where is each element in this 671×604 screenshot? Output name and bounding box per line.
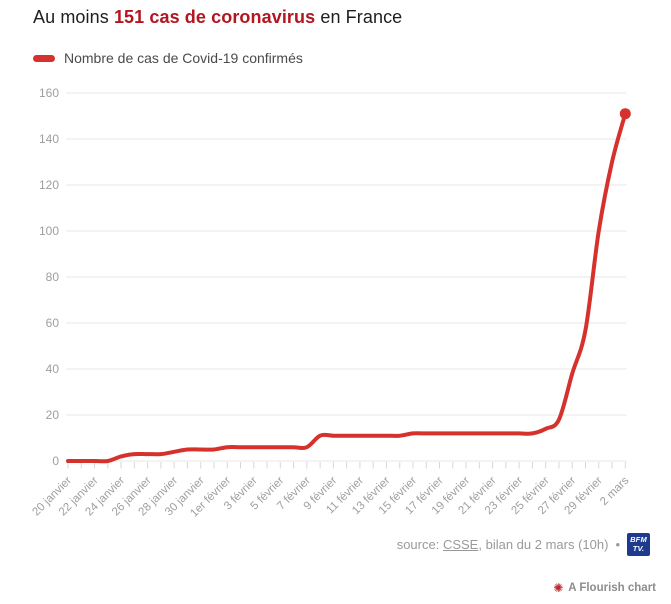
y-axis-label: 60 xyxy=(46,316,60,330)
title-prefix: Au moins xyxy=(33,7,114,27)
flourish-label: A Flourish chart xyxy=(568,582,656,594)
source-row: source: CSSE, bilan du 2 mars (10h) • BF… xyxy=(397,533,650,556)
y-axis-label: 40 xyxy=(46,362,60,376)
y-axis-label: 80 xyxy=(46,270,60,284)
end-dot xyxy=(619,108,631,120)
flourish-attribution[interactable]: ✺ A Flourish chart xyxy=(553,582,656,594)
legend-label: Nombre de cas de Covid-19 confirmés xyxy=(64,50,303,66)
separator-dot: • xyxy=(615,537,620,552)
bfmtv-logo-line2: TV. xyxy=(632,543,645,553)
y-axis-label: 100 xyxy=(39,224,59,238)
x-axis-label: 2 mars xyxy=(598,474,632,508)
title-suffix: en France xyxy=(315,7,403,27)
source-text: source: CSSE, bilan du 2 mars (10h) xyxy=(397,537,609,552)
source-suffix: , bilan du 2 mars (10h) xyxy=(478,537,609,552)
y-axis-label: 140 xyxy=(39,132,59,146)
case-line xyxy=(66,111,628,464)
y-axis-label: 160 xyxy=(39,86,59,100)
source-link[interactable]: CSSE xyxy=(442,537,479,552)
y-axis-label: 0 xyxy=(52,454,59,468)
y-axis-label: 20 xyxy=(46,408,60,422)
source-prefix: source: xyxy=(396,537,443,552)
chart-title: Au moins 151 cas de coronavirus en Franc… xyxy=(33,7,402,28)
y-axis-label: 120 xyxy=(39,178,59,192)
chart-legend: Nombre de cas de Covid-19 confirmés xyxy=(33,50,303,66)
legend-line-swatch xyxy=(33,54,55,62)
bfmtv-logo[interactable]: BFM TV. xyxy=(627,533,650,556)
bfmtv-logo-line1: BFM xyxy=(630,534,647,544)
flourish-burst-icon: ✺ xyxy=(553,581,564,595)
title-highlight: 151 cas de coronavirus xyxy=(113,7,316,27)
